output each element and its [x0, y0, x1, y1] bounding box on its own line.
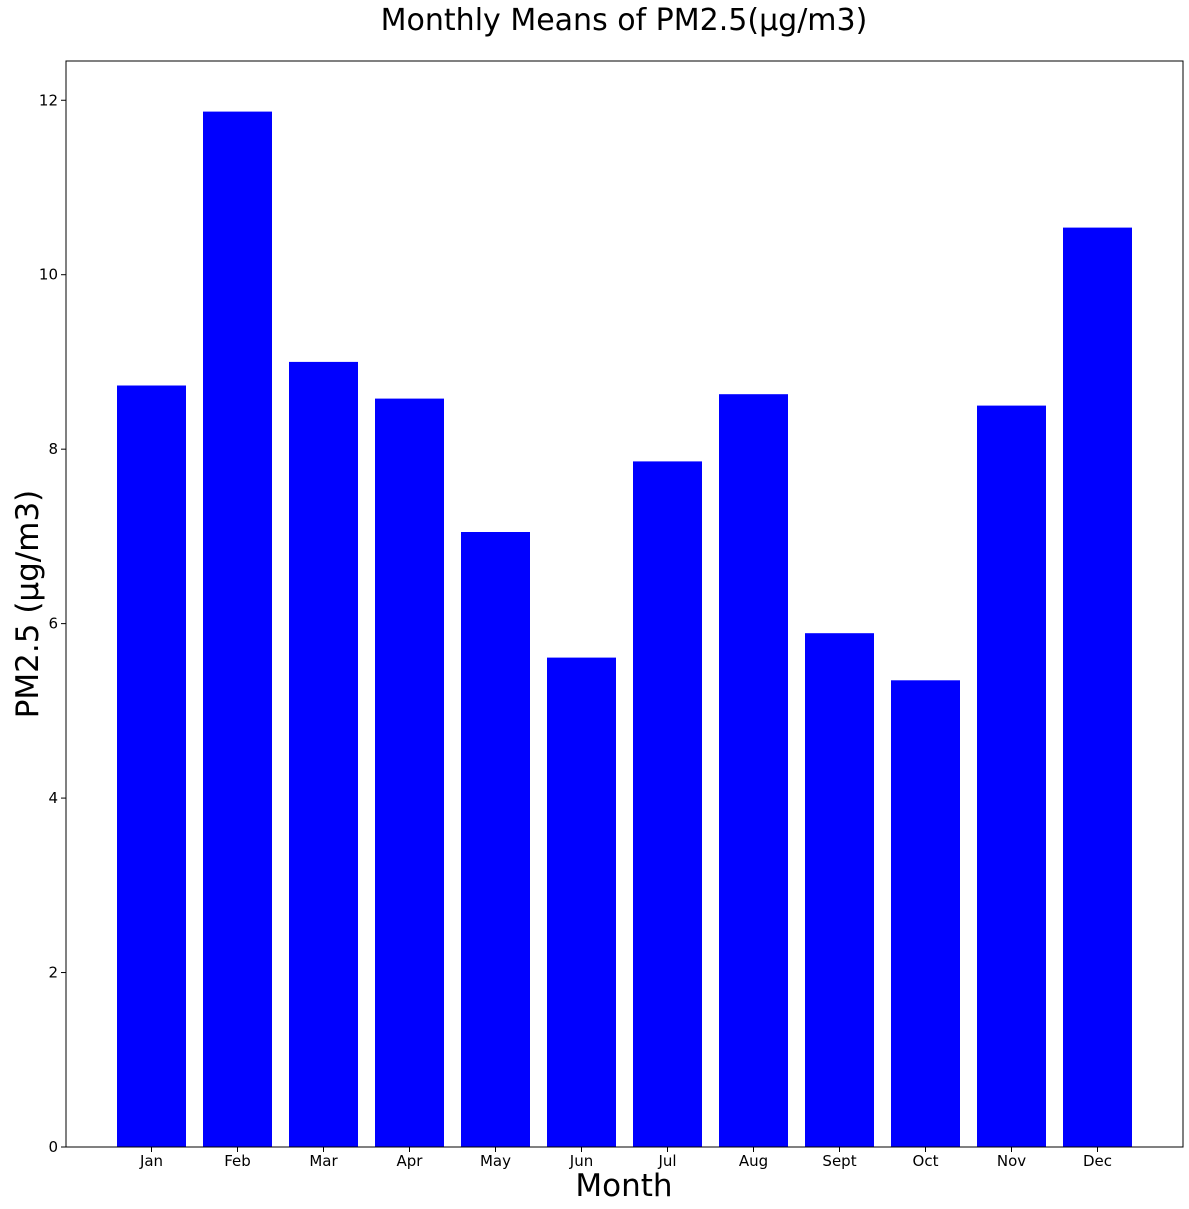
bar-mar: [289, 361, 358, 1147]
bar-feb: [203, 111, 272, 1148]
x-tick-label: Sept: [822, 1152, 856, 1170]
bar-jul: [633, 461, 702, 1147]
x-axis-ticks: Jan Feb Mar Apr May Jun Jul Aug Sept Oct Nov Dec: [139, 1147, 1112, 1170]
x-tick-label: Jun: [569, 1152, 593, 1170]
y-tick-label: 10: [39, 266, 58, 284]
y-tick-label: 0: [48, 1138, 58, 1156]
y-tick-label: 4: [48, 789, 58, 807]
bar-nov: [977, 405, 1046, 1148]
x-tick-label: Aug: [739, 1152, 768, 1170]
x-tick-label: May: [480, 1152, 511, 1170]
x-tick-label: Feb: [224, 1152, 251, 1170]
bar-aug: [719, 394, 788, 1147]
bar-jan: [117, 385, 186, 1147]
x-tick-label: Oct: [913, 1152, 939, 1170]
y-tick-label: 12: [39, 91, 58, 109]
x-tick-label: Dec: [1083, 1152, 1112, 1170]
bar-dec: [1063, 227, 1132, 1148]
y-tick-label: 6: [48, 615, 58, 633]
x-tick-label: Jul: [657, 1152, 676, 1170]
y-tick-label: 8: [48, 440, 58, 458]
y-axis-label: PM2.5 (µg/m3): [10, 490, 46, 719]
x-tick-label: Nov: [997, 1152, 1026, 1170]
plot-frame: [65, 60, 1184, 1148]
bar-apr: [375, 398, 444, 1148]
bar-may: [461, 532, 530, 1147]
bars-layer: [117, 111, 1132, 1148]
x-tick-label: Mar: [309, 1152, 338, 1170]
x-axis-label: Month: [575, 1168, 672, 1204]
y-axis-ticks: 0 2 4 6 8 10 12: [39, 91, 66, 1156]
bar-sept: [805, 633, 874, 1147]
bar-jun: [547, 657, 616, 1147]
bar-oct: [891, 680, 960, 1147]
chart-title: Monthly Means of PM2.5(µg/m3): [381, 3, 868, 38]
x-tick-label: Jan: [139, 1152, 163, 1170]
x-tick-label: Apr: [397, 1152, 424, 1170]
y-tick-label: 2: [48, 964, 58, 982]
